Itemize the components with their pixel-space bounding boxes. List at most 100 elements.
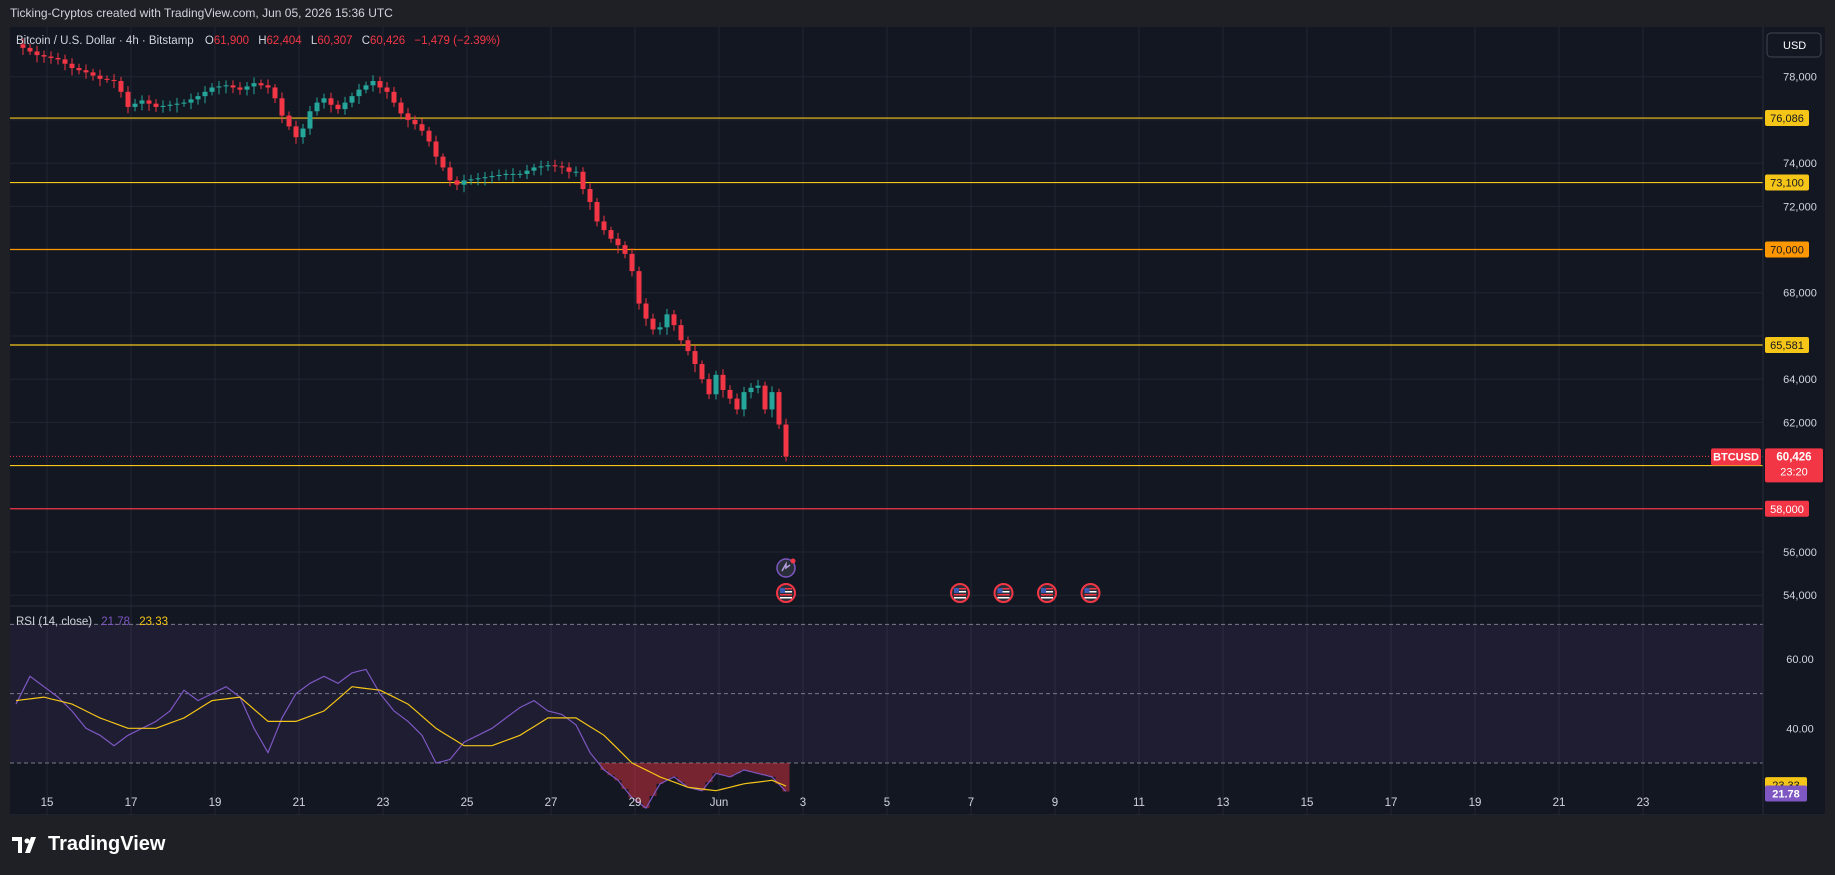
chart-canvas[interactable]: 78,000 74,000 72,000 68,000 64,000 62,000 56,0…: [10, 27, 1825, 815]
event-flag-bg: [950, 583, 970, 603]
candle-body: [237, 87, 243, 90]
split-icon: [781, 561, 791, 572]
split-dot: [790, 558, 796, 564]
currency-button[interactable]: USD: [1766, 32, 1822, 58]
candle-body: [524, 170, 530, 174]
candle-body: [55, 57, 61, 60]
symbol-tag: BTCUSD: [1713, 451, 1759, 463]
flag-stripe: [780, 588, 792, 590]
candle-body: [510, 173, 516, 175]
event-flag-bg: [1080, 583, 1101, 603]
legend-change: −1,479 (−2.39%): [414, 35, 500, 47]
flag-stripe: [1084, 591, 1097, 593]
time-tick-label: 19: [209, 797, 222, 809]
level-tag-bg: [1765, 500, 1809, 517]
flag-stripe: [1041, 597, 1053, 599]
legend-close: 60,426: [370, 35, 405, 47]
oversold-segment: [621, 763, 629, 789]
candle-body: [244, 86, 250, 90]
candle-body: [153, 103, 159, 107]
candle-body: [160, 105, 166, 107]
level-tag: 73,100: [1770, 178, 1804, 190]
chart-background: [10, 27, 1825, 815]
oversold-segment: [733, 763, 741, 774]
flag-stripe: [1084, 588, 1097, 590]
oversold-segment: [768, 763, 776, 777]
candle-body: [755, 385, 761, 388]
flag-canton: [780, 588, 785, 593]
oversold-segment: [698, 763, 706, 791]
candle-body: [601, 221, 607, 231]
candle-body: [314, 102, 320, 112]
candle-body: [678, 325, 684, 341]
price-tag-value: 60,426: [1776, 451, 1811, 463]
candle-body: [489, 176, 495, 178]
legend-c-label: C: [362, 35, 370, 47]
oversold-segment: [754, 763, 762, 774]
time-tick-label: 7: [968, 797, 974, 809]
tradingview-logo[interactable]: TradingView: [12, 833, 165, 856]
candle-body: [783, 424, 789, 457]
candle-body: [685, 340, 691, 352]
price-tick-label: 72,000: [1783, 201, 1817, 213]
candle-body: [356, 89, 362, 97]
candle-body: [230, 85, 236, 88]
candle-body: [83, 70, 89, 73]
time-tick-label: 21: [1553, 797, 1566, 809]
symbol-legend: Bitcoin / U.S. Dollar · 4h · Bitstamp O6…: [16, 35, 500, 47]
candle-body: [181, 102, 187, 104]
level-tag-bg: [1765, 174, 1809, 191]
rsi-line: [15, 668, 787, 809]
currency-button-label[interactable]: USD: [1783, 40, 1806, 52]
candle-body: [405, 113, 411, 120]
candle-body: [293, 126, 299, 138]
oversold-segment: [600, 763, 608, 770]
candle-body: [629, 253, 635, 272]
oversold-segment: [642, 763, 650, 809]
candle-body: [769, 392, 775, 410]
candle-body: [174, 103, 180, 105]
candle-body: [699, 364, 705, 380]
candle-body: [552, 165, 558, 167]
flag-stripe: [1084, 597, 1097, 599]
candle-body: [216, 86, 222, 88]
candle-body: [384, 87, 390, 92]
candle-body: [692, 351, 698, 365]
flag-stripe: [1084, 594, 1097, 596]
candle-body: [720, 374, 726, 390]
candles[interactable]: [20, 38, 789, 462]
candle-body: [391, 91, 397, 103]
flag-stripe: [954, 594, 966, 596]
candle-body: [48, 56, 54, 58]
price-axis[interactable]: 78,000 74,000 72,000 68,000 64,000 62,000 56,0…: [1783, 72, 1817, 736]
candle-body: [286, 115, 292, 127]
footer: TradingView: [0, 815, 1835, 875]
candle-body: [146, 100, 152, 104]
candle-body: [643, 303, 649, 319]
events-layer[interactable]: [776, 558, 1101, 603]
price-tick-label: 54,000: [1783, 590, 1817, 602]
candle-body: [125, 91, 131, 107]
oversold-segment: [761, 763, 769, 776]
legend-open: 61,900: [214, 35, 249, 47]
candle-body: [265, 85, 271, 88]
candle-body: [447, 167, 453, 181]
level-tag: 70,000: [1770, 245, 1804, 257]
flag-stripe: [780, 591, 792, 593]
candle-body: [139, 100, 145, 104]
time-tick-label: 23: [1637, 797, 1650, 809]
oversold-segment: [726, 763, 734, 777]
currency-button-bg[interactable]: [1766, 32, 1822, 58]
time-axis[interactable]: 15 17 19 21 23 25 27 29 Jun 3 5 7 9 11 13 15 17 19 21 23: [41, 797, 1650, 809]
rsi-ma-line: [15, 686, 787, 792]
candle-body: [202, 91, 208, 97]
candle-body: [335, 104, 341, 110]
horizontal-levels[interactable]: [10, 117, 1763, 510]
flag-stripe: [1041, 588, 1053, 590]
event-flag-bg: [1037, 583, 1057, 603]
oversold-segment: [712, 763, 720, 774]
candle-body: [433, 141, 439, 157]
chart-caption: Ticking-Cryptos created with TradingView…: [10, 6, 393, 20]
rsi-legend-label: RSI (14, close): [16, 616, 92, 628]
level-tag: 58,000: [1770, 504, 1804, 516]
